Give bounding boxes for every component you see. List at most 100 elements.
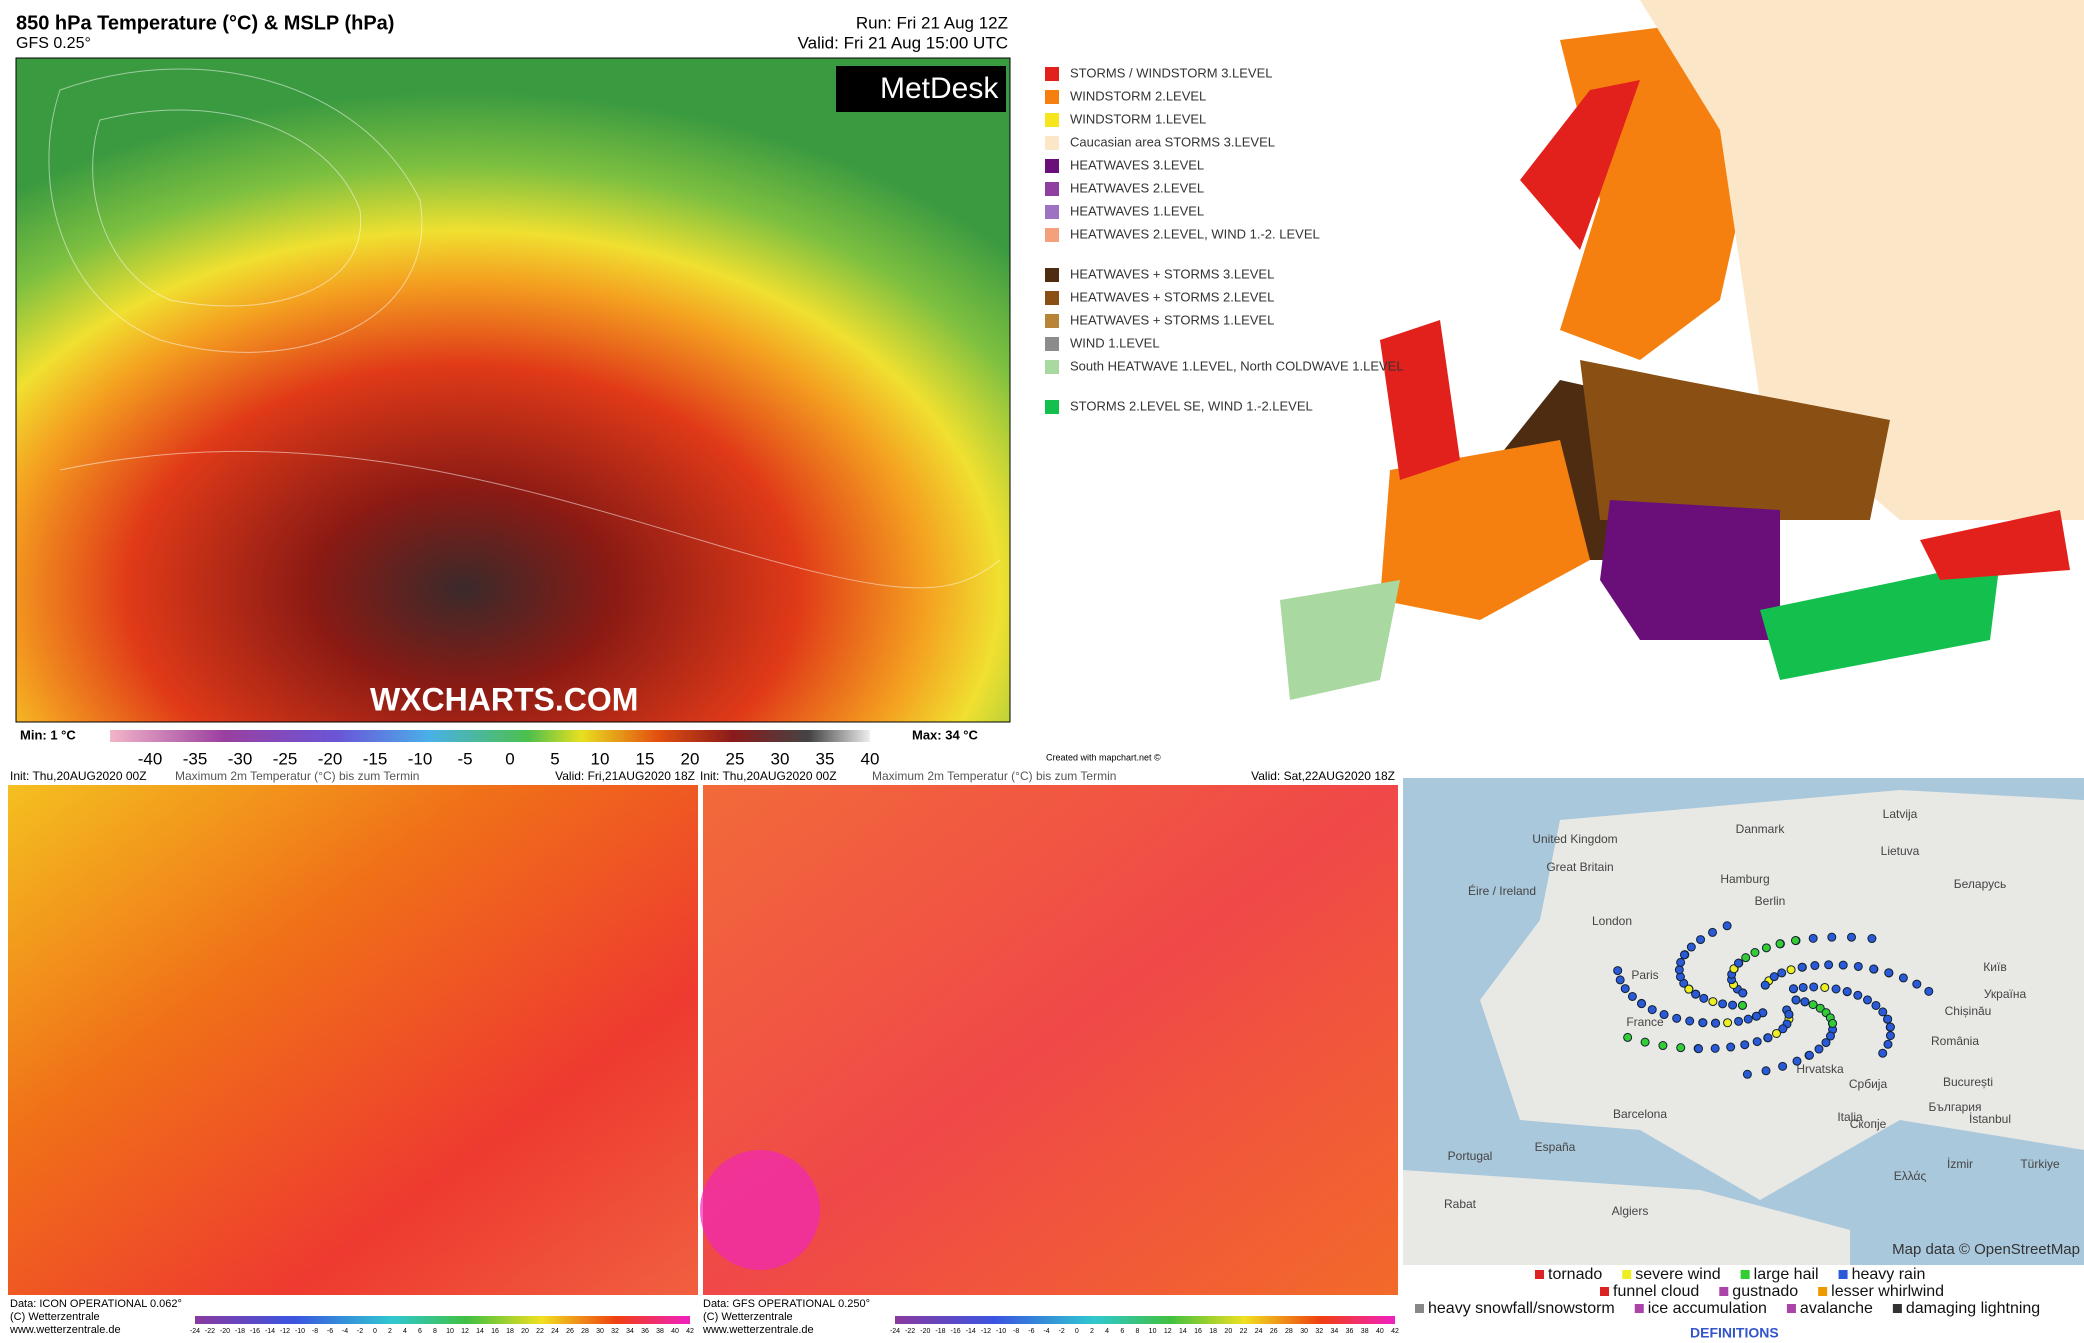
scale-tick-label: -20 [220, 1328, 230, 1335]
report-pin [1821, 1038, 1831, 1048]
legend-swatch [1045, 182, 1059, 196]
place-label: Portugal [1448, 1149, 1493, 1163]
report-pin [1659, 1010, 1669, 1020]
colorbar [110, 730, 870, 742]
scale-tick-label: 28 [581, 1328, 589, 1335]
legend-label: Caucasian area STORMS 3.LEVEL [1070, 134, 1275, 149]
report-pin [1912, 979, 1922, 989]
scale-tick-label: 30 [1300, 1328, 1308, 1335]
run: Run: Fri 21 Aug 12Z [856, 13, 1008, 32]
place-label: Rabat [1444, 1197, 1477, 1211]
place-label: Lietuva [1881, 844, 1920, 858]
attribution[interactable]: Map data © OpenStreetMap [1892, 1241, 2080, 1258]
report-pin [1784, 1009, 1794, 1019]
report-pin [1627, 991, 1637, 1001]
legend-label: heavy rain [1852, 1266, 1926, 1283]
region [1380, 320, 1460, 480]
legend-label: large hail [1754, 1266, 1819, 1283]
report-pin [1883, 1039, 1893, 1049]
subtitle: GFS 0.25° [16, 35, 91, 52]
place-label: España [1535, 1140, 1576, 1154]
icon-temperature-map [8, 785, 698, 1295]
definitions-link[interactable]: DEFINITIONS [1690, 1325, 1779, 1341]
report-pin [1853, 990, 1863, 1000]
scale-tick-label: 6 [1120, 1328, 1124, 1335]
place-label: France [1626, 1015, 1664, 1029]
legend-symbol [1838, 1270, 1848, 1279]
region [1280, 580, 1400, 700]
scale-tick-label: -8 [1013, 1328, 1019, 1335]
legend-swatch [1045, 67, 1059, 81]
report-pin [1853, 961, 1863, 971]
report-pin [1658, 1041, 1668, 1051]
scale-tick-label: -4 [342, 1328, 348, 1335]
scale-tick-label: -14 [966, 1328, 976, 1335]
colorbar-tick-label: -35 [183, 749, 208, 768]
report-pin [1924, 986, 1934, 996]
place-label: Barcelona [1613, 1107, 1667, 1121]
scale-tick-label: -10 [295, 1328, 305, 1335]
report-pin [1685, 1016, 1695, 1026]
colorbar-tick-label: -40 [138, 749, 163, 768]
scale-tick-label: 34 [1330, 1328, 1338, 1335]
scale-tick-label: -2 [1059, 1328, 1065, 1335]
legend-swatch [1045, 314, 1059, 328]
report-pin [1825, 1031, 1835, 1041]
colorbar-tick-label: 5 [550, 749, 559, 768]
scale-tick-label: 36 [641, 1328, 649, 1335]
isobar [59, 450, 1001, 589]
colorbar-tick-label: 25 [726, 749, 745, 768]
scale-tick-label: 26 [566, 1328, 574, 1335]
report-pin [1722, 921, 1732, 931]
legend-label: WINDSTORM 2.LEVEL [1070, 88, 1206, 103]
legend-symbol [1719, 1287, 1729, 1296]
watermark: WXCHARTS.COM [370, 681, 638, 717]
place-label: Hamburg [1720, 872, 1769, 886]
report-pin [1831, 984, 1841, 994]
legend-label: gustnado [1732, 1283, 1798, 1300]
report-pin [1808, 1000, 1818, 1010]
scale-tick-label: 6 [418, 1328, 422, 1335]
scale-tick-label: 16 [491, 1328, 499, 1335]
scale-tick-label: -6 [327, 1328, 333, 1335]
report-pin [1791, 995, 1801, 1005]
region [1380, 440, 1590, 620]
report-pin [1771, 1028, 1781, 1038]
colorbar-tick-label: -15 [363, 749, 388, 768]
place-label: Danmark [1736, 822, 1786, 836]
legend-swatch [1045, 136, 1059, 150]
scale-tick-label: 42 [1391, 1328, 1399, 1335]
report-pin [1769, 972, 1779, 982]
legend-label: WINDSTORM 1.LEVEL [1070, 111, 1206, 126]
report-pin [1862, 995, 1872, 1005]
scale-tick-label: -4 [1043, 1328, 1049, 1335]
report-pin [1694, 1044, 1704, 1054]
scale-tick-label: 8 [1135, 1328, 1139, 1335]
report-pin [1698, 1018, 1708, 1028]
scale-tick-label: -10 [996, 1328, 1006, 1335]
report-pin [1824, 960, 1834, 970]
legend-swatch [1045, 337, 1059, 351]
scale-tick-label: 28 [1285, 1328, 1293, 1335]
valid: Valid: Sat,22AUG2020 18Z [1251, 769, 1395, 783]
scale-tick-label: -16 [951, 1328, 961, 1335]
report-pin [1761, 943, 1771, 953]
scale-tick-label: -18 [935, 1328, 945, 1335]
legend-symbol [1535, 1270, 1544, 1279]
place-label: Ελλάς [1894, 1169, 1927, 1183]
report-pin [1763, 1033, 1773, 1043]
report-pin [1792, 1056, 1802, 1066]
place-label: Hrvatska [1796, 1062, 1844, 1076]
legend-label: HEATWAVES 2.LEVEL [1070, 180, 1204, 195]
report-pin [1733, 958, 1743, 968]
scale-tick-label: -2 [357, 1328, 363, 1335]
report-pin [1778, 1061, 1788, 1071]
place-label: Србија [1849, 1077, 1888, 1091]
report-pin [1623, 1032, 1633, 1042]
place-label: United Kingdom [1532, 832, 1617, 846]
report-pin [1775, 939, 1785, 949]
product: Maximum 2m Temperatur (°C) bis zum Termi… [175, 769, 419, 783]
report-pin [1788, 984, 1798, 994]
scale-tick-label: 4 [403, 1328, 407, 1335]
report-pin [1867, 934, 1877, 944]
